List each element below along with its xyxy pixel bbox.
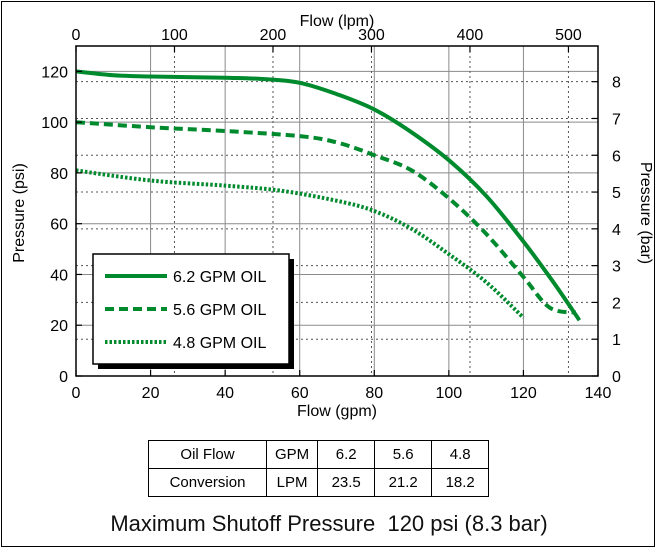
x2-tick-label: 400	[457, 27, 484, 44]
x-tick-label: 40	[216, 385, 234, 402]
y-tick-label: 60	[50, 217, 68, 234]
x-tick-label: 60	[291, 385, 309, 402]
table-label-conversion: Conversion	[148, 468, 267, 497]
y2-tick-label: 1	[612, 332, 621, 349]
y-tick-label: 0	[59, 369, 68, 386]
y-tick-label: 100	[41, 115, 68, 132]
y-tick-label: 120	[41, 64, 68, 81]
x2-axis-label: Flow (lpm)	[300, 13, 375, 30]
table-row-gpm: Oil Flow GPM 6.2 5.6 4.8	[148, 440, 490, 469]
y2-tick-label: 0	[612, 369, 621, 386]
x2-tick-label: 0	[72, 27, 81, 44]
y-tick-label: 20	[50, 318, 68, 335]
series-line-3	[75, 168, 525, 320]
x-tick-label: 80	[365, 385, 383, 402]
y2-tick-label: 7	[612, 111, 621, 128]
oil-flow-conversion-table: Oil Flow GPM 6.2 5.6 4.8 Conversion LPM …	[148, 440, 490, 497]
y2-tick-label: 3	[612, 259, 621, 276]
y2-tick-label: 4	[612, 222, 621, 239]
legend-label-1: 6.2 GPM OIL	[173, 269, 266, 286]
series-line-2	[75, 120, 576, 315]
y-tick-label: 40	[50, 267, 68, 284]
x2-tick-label: 300	[358, 27, 385, 44]
table-cell-lpm-1: 23.5	[317, 468, 376, 497]
series-layer	[75, 69, 582, 322]
legend-label-3: 4.8 GPM OIL	[173, 335, 266, 352]
table-unit-gpm: GPM	[265, 440, 319, 469]
y2-tick-label: 5	[612, 185, 621, 202]
table-cell-gpm-3: 4.8	[431, 440, 490, 469]
legend-label-2: 5.6 GPM OIL	[173, 302, 266, 319]
x2-tick-label: 200	[260, 27, 287, 44]
x-axis-label: Flow (gpm)	[297, 403, 377, 420]
x-tick-label: 140	[585, 385, 612, 402]
table-cell-gpm-2: 5.6	[374, 440, 433, 469]
table-cell-lpm-3: 18.2	[431, 468, 490, 497]
x-tick-label: 20	[142, 385, 160, 402]
y-axis-label: Pressure (psi)	[11, 163, 28, 263]
x-tick-label: 100	[436, 385, 463, 402]
table-label-oil-flow: Oil Flow	[148, 440, 267, 469]
table-unit-lpm: LPM	[265, 468, 319, 497]
x2-tick-label: 500	[555, 27, 582, 44]
max-shutoff-pressure-note: Maximum Shutoff Pressure 120 psi (8.3 ba…	[110, 511, 548, 536]
y2-tick-label: 6	[612, 148, 621, 165]
x-tick-label: 120	[510, 385, 537, 402]
y2-tick-label: 2	[612, 295, 621, 312]
series-line-1	[75, 69, 582, 322]
table-row-lpm: Conversion LPM 23.5 21.2 18.2	[148, 468, 490, 497]
table-cell-lpm-2: 21.2	[374, 468, 433, 497]
x2-tick-label: 100	[161, 27, 188, 44]
table-cell-gpm-1: 6.2	[317, 440, 376, 469]
legend: 6.2 GPM OIL 5.6 GPM OIL 4.8 GPM OIL	[92, 253, 294, 369]
y-tick-label: 80	[50, 166, 68, 183]
x-tick-label: 0	[72, 385, 81, 402]
plot-border	[75, 45, 599, 377]
y2-tick-label: 8	[612, 75, 621, 92]
y2-axis-label: Pressure (bar)	[637, 162, 654, 264]
